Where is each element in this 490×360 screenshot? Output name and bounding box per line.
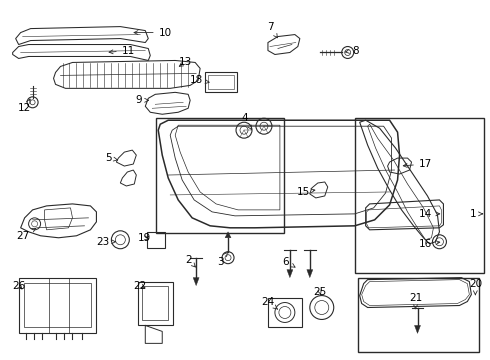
Bar bbox=[205, 72, 237, 92]
Text: 12: 12 bbox=[18, 99, 31, 113]
Polygon shape bbox=[307, 270, 313, 278]
Text: 18: 18 bbox=[190, 75, 209, 85]
Text: 27: 27 bbox=[16, 228, 36, 241]
Text: 22: 22 bbox=[134, 280, 147, 291]
Text: 20: 20 bbox=[469, 279, 482, 295]
Bar bbox=[156, 118, 284, 233]
Text: 5: 5 bbox=[105, 153, 118, 163]
Text: 13: 13 bbox=[178, 58, 192, 67]
Text: 16: 16 bbox=[419, 239, 440, 249]
Text: 8: 8 bbox=[345, 45, 359, 55]
Text: 1: 1 bbox=[470, 209, 483, 219]
Text: 19: 19 bbox=[138, 233, 151, 243]
Text: 9: 9 bbox=[135, 95, 148, 105]
Text: 14: 14 bbox=[419, 209, 440, 219]
Text: 25: 25 bbox=[313, 287, 326, 297]
Bar bbox=[208, 75, 234, 89]
Bar bbox=[355, 118, 484, 273]
Bar bbox=[19, 278, 97, 333]
Bar bbox=[358, 278, 479, 352]
Text: 11: 11 bbox=[109, 45, 135, 55]
Polygon shape bbox=[415, 325, 420, 333]
Text: 21: 21 bbox=[409, 293, 422, 309]
Text: 4: 4 bbox=[242, 113, 251, 129]
Text: 23: 23 bbox=[96, 237, 116, 247]
Bar bbox=[147, 232, 165, 248]
Bar bbox=[142, 285, 168, 320]
Bar bbox=[268, 298, 302, 328]
Polygon shape bbox=[225, 232, 231, 238]
Text: 26: 26 bbox=[12, 280, 25, 291]
Text: 3: 3 bbox=[217, 252, 228, 267]
Text: 15: 15 bbox=[297, 187, 315, 197]
Text: 24: 24 bbox=[261, 297, 277, 309]
Polygon shape bbox=[287, 270, 293, 278]
Text: 2: 2 bbox=[185, 255, 196, 267]
Text: 17: 17 bbox=[403, 159, 432, 169]
Bar bbox=[138, 282, 173, 325]
Text: 6: 6 bbox=[283, 257, 295, 267]
Text: 10: 10 bbox=[134, 28, 172, 37]
Polygon shape bbox=[193, 278, 199, 285]
Bar bbox=[24, 283, 92, 328]
Text: 7: 7 bbox=[267, 22, 277, 38]
